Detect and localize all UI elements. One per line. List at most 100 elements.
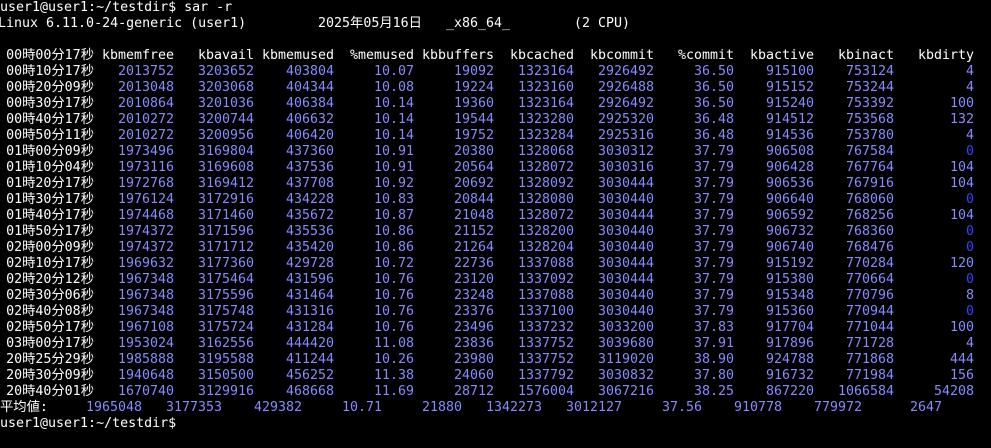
cell-pct-memused: 10.26 bbox=[373, 352, 414, 367]
cell-kbactive: 917896 bbox=[765, 336, 814, 351]
prompt-line: user1@user1:~/testdir$ sar -r bbox=[0, 0, 991, 16]
cell-kbdirty: 0 bbox=[965, 240, 974, 255]
cell-kbbuffers: 23248 bbox=[453, 288, 494, 303]
cell-kbavail: 3200956 bbox=[197, 128, 254, 143]
cell-kbmemfree: 2010864 bbox=[117, 96, 174, 111]
cell-kbdirty: 100 bbox=[949, 96, 974, 111]
cell-pct-commit: 36.50 bbox=[693, 96, 734, 111]
cell-kbmemused: 435536 bbox=[285, 224, 334, 239]
table-row: 02時20分12秒 1967348 3175464 431596 10.76 23120 1… bbox=[0, 272, 991, 288]
cell-kbmemfree: 1670740 bbox=[117, 384, 174, 399]
column-header: %commit bbox=[677, 48, 734, 63]
cell-pct-memused: 10.92 bbox=[373, 176, 414, 191]
column-header: kbavail bbox=[197, 48, 254, 63]
cell-kbbuffers: 19752 bbox=[453, 128, 494, 143]
table-row: 01時30分17秒 1976124 3172916 434228 10.83 20844 1… bbox=[0, 192, 991, 208]
cell-pct-commit: 36.48 bbox=[693, 112, 734, 127]
cell-kbavail: 3175748 bbox=[197, 304, 254, 319]
cell-pct-memused: 10.14 bbox=[373, 128, 414, 143]
cell-kbmemused: 403804 bbox=[285, 64, 334, 79]
cell-kbcommit: 3030440 bbox=[597, 192, 654, 207]
table-row: 03時00分17秒 1953024 3162556 444420 11.08 23836 1… bbox=[0, 336, 991, 352]
cell-kbavail: 3175724 bbox=[197, 320, 254, 335]
cell-kbactive: 915360 bbox=[765, 304, 814, 319]
cell-kbcommit: 3030832 bbox=[597, 368, 654, 383]
arch-info: _x86_64_ bbox=[446, 16, 511, 31]
cell-kbactive: 914536 bbox=[765, 128, 814, 143]
cell-kbcommit: 2926492 bbox=[597, 96, 654, 111]
cell-kbinact: 767584 bbox=[845, 144, 894, 159]
row-time: 01時20分17秒 bbox=[6, 176, 94, 191]
row-time: 00時30分17秒 bbox=[6, 96, 94, 111]
cell-kbmemfree: 1973116 bbox=[117, 160, 174, 175]
cell-kbmemused: 444420 bbox=[285, 336, 334, 351]
cell-kbinact: 753244 bbox=[845, 80, 894, 95]
cell-kbcached: 1328080 bbox=[517, 192, 574, 207]
cell-kbcached: 1337752 bbox=[517, 352, 574, 367]
cell-kbcached: 1328092 bbox=[517, 176, 574, 191]
cell-kbactive: 915380 bbox=[765, 272, 814, 287]
cell-kbactive: 867220 bbox=[765, 384, 814, 399]
cell-pct-memused: 10.14 bbox=[373, 112, 414, 127]
table-row: 02時30分06秒 1967348 3175596 431464 10.76 23248 1… bbox=[0, 288, 991, 304]
cell-kbcommit: 3030440 bbox=[597, 240, 654, 255]
cell-pct-commit: 37.79 bbox=[693, 256, 734, 271]
cell-kbbuffers: 23120 bbox=[453, 272, 494, 287]
cell-kbmemfree: 1967348 bbox=[117, 304, 174, 319]
cell-kbbuffers: 28712 bbox=[453, 384, 494, 399]
cell-kbinact: 768360 bbox=[845, 224, 894, 239]
cell-kbbuffers: 21048 bbox=[453, 208, 494, 223]
cell-kbcached: 1328072 bbox=[517, 208, 574, 223]
cell-kbcached: 1337232 bbox=[517, 320, 574, 335]
table-row: 20時25分29秒 1985888 3195588 411244 10.26 23980 1… bbox=[0, 352, 991, 368]
cell-kbinact: 767764 bbox=[845, 160, 894, 175]
cell-kbmemused: 435672 bbox=[285, 208, 334, 223]
cell-kbmemused: 406384 bbox=[285, 96, 334, 111]
row-time: 01時10分04秒 bbox=[6, 160, 94, 175]
cell-kbactive: 917704 bbox=[765, 320, 814, 335]
cell-kbdirty: 0 bbox=[965, 192, 974, 207]
cell-kbdirty: 120 bbox=[949, 256, 974, 271]
cell-kbavail: 3171596 bbox=[197, 224, 254, 239]
cell-pct-memused: 10.76 bbox=[373, 288, 414, 303]
cell-kbmemused: 435420 bbox=[285, 240, 334, 255]
cell-kbmemused: 468668 bbox=[285, 384, 334, 399]
cell-pct-memused: 11.38 bbox=[373, 368, 414, 383]
average-row: 平均値: 1965048 3177353 429382 10.71 21880 134227… bbox=[0, 400, 991, 416]
row-time: 02時00分09秒 bbox=[6, 240, 94, 255]
cell-pct-memused: 10.86 bbox=[373, 240, 414, 255]
cell-pct-commit: 37.79 bbox=[693, 160, 734, 175]
cell-pct-memused: 10.76 bbox=[373, 320, 414, 335]
cell-pct-commit: 36.50 bbox=[693, 64, 734, 79]
cell-kbmemused: 406632 bbox=[285, 112, 334, 127]
average-kbmemused: 429382 bbox=[253, 400, 302, 415]
cell-kbavail: 3162556 bbox=[197, 336, 254, 351]
cell-kbcached: 1337088 bbox=[517, 288, 574, 303]
cell-kbmemused: 429728 bbox=[285, 256, 334, 271]
table-row: 02時40分08秒 1967348 3175748 431316 10.76 23376 1… bbox=[0, 304, 991, 320]
cell-kbdirty: 104 bbox=[949, 208, 974, 223]
cell-kbactive: 915100 bbox=[765, 64, 814, 79]
average-kbactive: 910778 bbox=[733, 400, 782, 415]
cell-kbcommit: 3039680 bbox=[597, 336, 654, 351]
cell-kbdirty: 0 bbox=[965, 224, 974, 239]
row-time: 01時40分17秒 bbox=[6, 208, 94, 223]
cell-pct-commit: 36.48 bbox=[693, 128, 734, 143]
cell-kbcommit: 2925316 bbox=[597, 128, 654, 143]
cell-kbmemused: 411244 bbox=[285, 352, 334, 367]
cell-kbactive: 924788 bbox=[765, 352, 814, 367]
cell-kbactive: 906640 bbox=[765, 192, 814, 207]
cell-pct-memused: 10.83 bbox=[373, 192, 414, 207]
cell-pct-commit: 38.90 bbox=[693, 352, 734, 367]
column-header: kbmemfree bbox=[101, 48, 174, 63]
cell-kbavail: 3175596 bbox=[197, 288, 254, 303]
cell-kbavail: 3171712 bbox=[197, 240, 254, 255]
cell-kbcommit: 2926492 bbox=[597, 64, 654, 79]
cell-kbdirty: 132 bbox=[949, 112, 974, 127]
next-prompt-text: user1@user1:~/testdir$ bbox=[0, 416, 177, 431]
cell-kbbuffers: 23980 bbox=[453, 352, 494, 367]
cell-kbcached: 1337792 bbox=[517, 368, 574, 383]
average-label: 平均値: bbox=[0, 400, 48, 415]
row-time: 00時10分17秒 bbox=[6, 64, 94, 79]
cell-kbinact: 753568 bbox=[845, 112, 894, 127]
